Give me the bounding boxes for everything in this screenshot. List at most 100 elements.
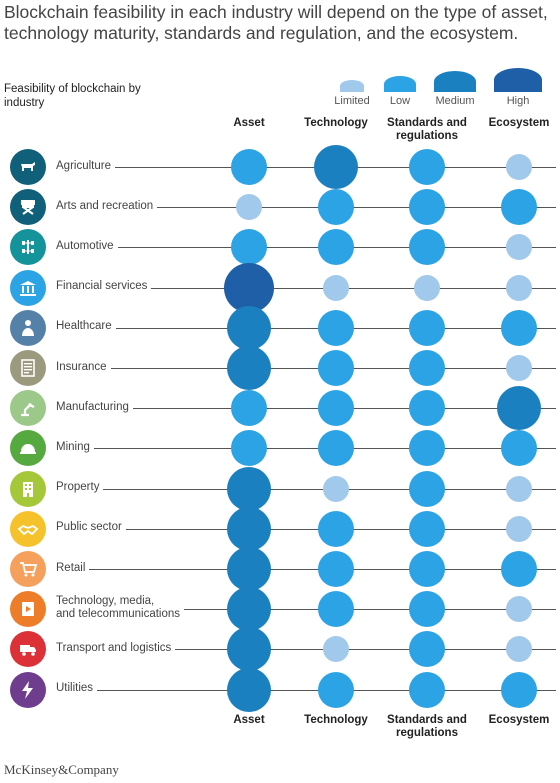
row-line-utilities — [62, 689, 556, 691]
bubble-retail-technology — [318, 551, 354, 587]
bubble-property-asset — [227, 466, 271, 511]
bubble-mining-ecosystem — [501, 430, 537, 467]
row-label-mining: Mining — [56, 440, 94, 454]
bubble-mining-standards-and-regulations — [409, 430, 445, 467]
car-chassis-icon — [10, 229, 46, 266]
bubble-mining-technology — [318, 430, 354, 467]
bubble-healthcare-asset — [227, 305, 271, 350]
row-line-healthcare — [62, 327, 556, 329]
bubble-utilities-asset — [227, 667, 271, 712]
legend-bubble-medium — [434, 71, 476, 92]
bubble-automotive-standards-and-regulations — [409, 229, 445, 266]
bubble-insurance-ecosystem — [506, 355, 532, 381]
bubble-transport-and-logistics-technology — [323, 636, 349, 663]
document-icon — [10, 350, 46, 386]
bubble-public-sector-standards-and-regulations — [409, 510, 445, 547]
lightning-icon — [10, 671, 46, 708]
row-label-insurance: Insurance — [56, 360, 111, 374]
bubble-automotive-ecosystem — [506, 234, 532, 261]
bubble-technology-media-and-telecommunications-standards-and-regulations — [409, 591, 445, 628]
row-line-mining — [62, 448, 556, 450]
bubble-retail-ecosystem — [501, 551, 537, 587]
bubble-healthcare-ecosystem — [501, 309, 537, 346]
bubble-technology-media-and-telecommunications-ecosystem — [506, 596, 532, 623]
bubble-public-sector-asset — [227, 506, 271, 551]
column-header-standards-and-regulations: Standards and regulations — [387, 117, 467, 142]
chart-title: Feasibility of blockchain by industry — [4, 83, 141, 109]
bubble-insurance-technology — [318, 350, 354, 386]
row-line-retail — [62, 569, 556, 570]
legend-label-limited: Limited — [334, 95, 370, 107]
row-label-utilities: Utilities — [56, 682, 98, 696]
film-icon — [10, 591, 46, 628]
row-label-agriculture: Agriculture — [56, 159, 115, 173]
robot-arm-icon — [10, 390, 46, 427]
row-line-automotive — [62, 247, 556, 249]
row-line-property — [62, 488, 556, 490]
bubble-healthcare-technology — [318, 309, 354, 346]
bubble-manufacturing-standards-and-regulations — [409, 390, 445, 427]
bubble-financial-services-standards-and-regulations — [414, 274, 440, 301]
legend-bubble-low — [384, 76, 416, 92]
bubble-utilities-ecosystem — [501, 671, 537, 708]
bubble-healthcare-standards-and-regulations — [409, 309, 445, 346]
bubble-financial-services-asset — [224, 262, 274, 313]
column-footer-asset: Asset — [233, 714, 265, 726]
bubble-financial-services-technology — [323, 274, 349, 301]
row-line-technology-media-and-telecommunications — [62, 609, 556, 611]
row-label-manufacturing: Manufacturing — [56, 400, 133, 414]
bubble-insurance-asset — [227, 346, 271, 390]
row-line-arts-and-recreation — [62, 207, 556, 209]
director-chair-icon — [10, 189, 46, 226]
bubble-technology-media-and-telecommunications-technology — [318, 591, 354, 628]
bubble-property-ecosystem — [506, 475, 532, 502]
legend-label-low: Low — [389, 95, 411, 107]
bubble-technology-media-and-telecommunications-asset — [227, 587, 271, 632]
page-title: Blockchain feasibility in each industry … — [4, 2, 548, 43]
bubble-transport-and-logistics-standards-and-regulations — [409, 631, 445, 668]
bank-icon — [10, 269, 46, 306]
row-line-manufacturing — [62, 408, 556, 410]
bubble-utilities-technology — [318, 671, 354, 708]
bubble-arts-and-recreation-ecosystem — [501, 189, 537, 226]
bubble-financial-services-ecosystem — [506, 274, 532, 301]
bubble-retail-standards-and-regulations — [409, 551, 445, 587]
row-line-agriculture — [62, 167, 556, 168]
bubble-manufacturing-technology — [318, 390, 354, 427]
bubble-transport-and-logistics-asset — [227, 627, 271, 672]
bubble-arts-and-recreation-asset — [236, 194, 262, 221]
handshake-icon — [10, 510, 46, 547]
row-label-technology-media-and-telecommunications: Technology, media, and telecommunications — [56, 595, 185, 622]
bubble-agriculture-technology — [314, 145, 358, 189]
bubble-manufacturing-ecosystem — [497, 386, 541, 431]
row-line-public-sector — [62, 528, 556, 530]
bubble-retail-asset — [227, 547, 271, 591]
shopping-cart-icon — [10, 551, 46, 587]
row-label-financial-services: Financial services — [56, 280, 152, 294]
row-label-automotive: Automotive — [56, 239, 118, 253]
bubble-agriculture-standards-and-regulations — [409, 149, 445, 185]
building-icon — [10, 470, 46, 507]
column-header-asset: Asset — [233, 117, 265, 129]
bubble-manufacturing-asset — [231, 390, 267, 427]
row-line-insurance — [62, 368, 556, 369]
bubble-arts-and-recreation-technology — [318, 189, 354, 226]
legend-bubble-high — [494, 68, 542, 92]
column-footer-standards-and-regulations: Standards and regulations — [387, 714, 467, 739]
hard-hat-icon — [10, 430, 46, 467]
bubble-insurance-standards-and-regulations — [409, 350, 445, 386]
row-label-transport-and-logistics: Transport and logistics — [56, 641, 176, 655]
legend-label-high: High — [506, 95, 530, 107]
truck-icon — [10, 631, 46, 668]
row-label-arts-and-recreation: Arts and recreation — [56, 199, 158, 213]
bubble-automotive-asset — [231, 229, 267, 266]
column-header-ecosystem: Ecosystem — [488, 117, 550, 129]
bubble-arts-and-recreation-standards-and-regulations — [409, 189, 445, 226]
row-label-public-sector: Public sector — [56, 521, 126, 535]
legend-label-medium: Medium — [435, 95, 475, 107]
footer-logo: McKinsey&Company — [4, 762, 119, 777]
bubble-automotive-technology — [318, 229, 354, 266]
row-label-retail: Retail — [56, 561, 90, 575]
row-line-transport-and-logistics — [62, 649, 556, 651]
bubble-property-technology — [323, 475, 349, 502]
